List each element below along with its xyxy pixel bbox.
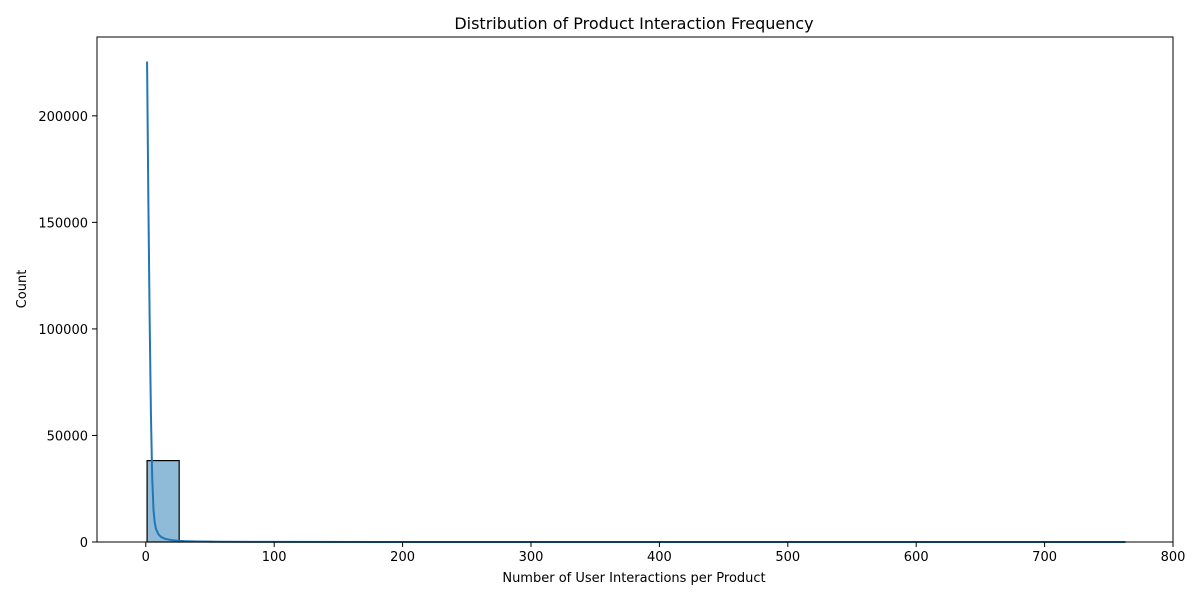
y-tick-label: 0: [80, 536, 88, 551]
x-tick-label: 600: [904, 550, 929, 565]
x-tick-label: 500: [775, 550, 800, 565]
chart-title: Distribution of Product Interaction Freq…: [454, 14, 813, 33]
plot-frame: [97, 37, 1173, 542]
x-tick-label: 800: [1161, 550, 1186, 565]
x-tick-label: 300: [519, 550, 544, 565]
plot-area: 0 100 200 300 400 500 600 700 800 0 50000 100000 150…: [38, 37, 1185, 565]
y-axis-label: Count: [15, 270, 30, 309]
x-tick-label: 400: [647, 550, 672, 565]
x-tick-label: 200: [390, 550, 415, 565]
x-tick-label: 0: [142, 550, 150, 565]
kde-line: [147, 62, 1125, 543]
y-tick-label: 150000: [38, 216, 88, 231]
x-tick-label: 700: [1032, 550, 1057, 565]
x-axis-label: Number of User Interactions per Product: [502, 571, 765, 586]
x-tick-label: 100: [262, 550, 287, 565]
y-tick-label: 200000: [38, 110, 88, 125]
y-tick-label: 50000: [47, 429, 88, 444]
y-tick-label: 100000: [38, 323, 88, 338]
